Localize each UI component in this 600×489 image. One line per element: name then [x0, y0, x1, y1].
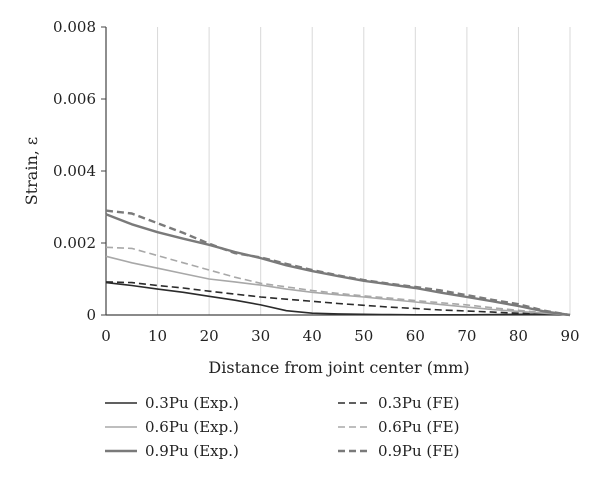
- legend: 0.3Pu (Exp.) 0.3Pu (FE) 0.6Pu (Exp.) 0.6Pu …: [105, 394, 459, 460]
- x-tick-label: 50: [354, 327, 373, 345]
- x-tick-labels: 0 10 20 30 40 50 60 70 80 90: [101, 327, 579, 345]
- y-tick-label: 0: [86, 306, 96, 324]
- x-tick-label: 70: [457, 327, 476, 345]
- y-tick-label: 0.006: [53, 90, 96, 108]
- series-lines: [105, 209, 571, 317]
- x-tick-label: 10: [148, 327, 167, 345]
- legend-label-3: 0.6Pu (Exp.): [145, 418, 239, 436]
- legend-label-5: 0.9Pu (Exp.): [145, 442, 239, 460]
- x-tick-label: 40: [303, 327, 322, 345]
- y-axis-title: Strain, ε: [22, 137, 41, 205]
- legend-label-4: 0.6Pu (FE): [378, 418, 459, 436]
- legend-label-2: 0.3Pu (FE): [378, 394, 459, 412]
- y-tick-label: 0.002: [53, 234, 96, 252]
- y-tick-label: 0.008: [53, 18, 96, 36]
- series-line-3: [105, 255, 571, 316]
- series-line-6: [105, 209, 571, 317]
- x-tick-label: 30: [251, 327, 270, 345]
- x-tick-label: 60: [406, 327, 425, 345]
- x-tick-label: 0: [101, 327, 111, 345]
- x-axis-title: Distance from joint center (mm): [208, 358, 469, 377]
- y-tick-labels: 0 0.002 0.004 0.006 0.008: [53, 18, 96, 324]
- series-line-2: [105, 281, 571, 316]
- x-tick-label: 80: [509, 327, 528, 345]
- legend-label-6: 0.9Pu (FE): [378, 442, 459, 460]
- legend-label-1: 0.3Pu (Exp.): [145, 394, 239, 412]
- series-line-4: [105, 246, 571, 316]
- x-tick-label: 90: [560, 327, 579, 345]
- y-tick-label: 0.004: [53, 162, 96, 180]
- grid-lines: [157, 27, 571, 315]
- x-tick-label: 20: [200, 327, 219, 345]
- series-line-1: [105, 281, 571, 316]
